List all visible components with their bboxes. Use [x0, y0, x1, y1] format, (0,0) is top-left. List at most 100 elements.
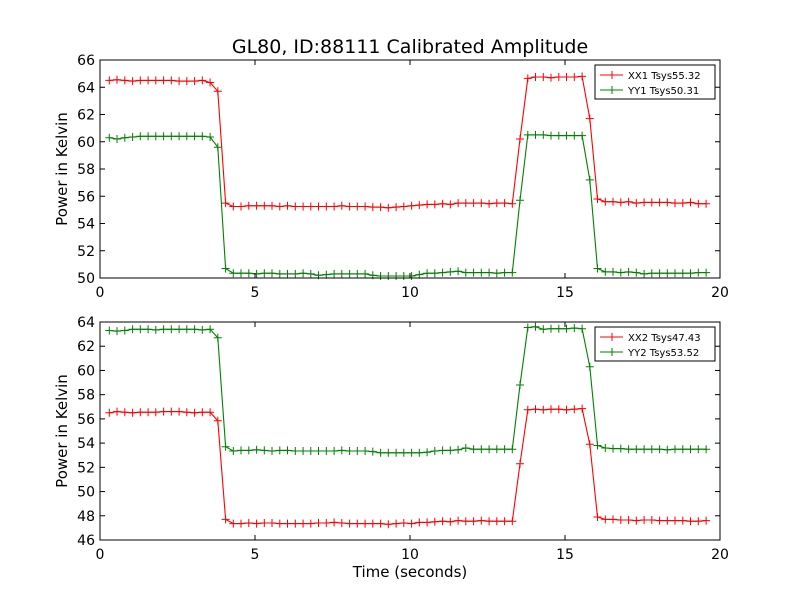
- top-series-2-point: [477, 268, 486, 277]
- bottom-series-2-point: [283, 446, 292, 455]
- top-legend-swatch-marker: [608, 86, 616, 94]
- top-series-2-point: [485, 268, 494, 277]
- bottom-series-1-point: [508, 517, 517, 526]
- bottom-series-2-point: [609, 444, 617, 453]
- top-series-2-point: [640, 269, 649, 278]
- bottom-series-2-point: [120, 326, 129, 335]
- top-series-1: [105, 72, 711, 212]
- top-series-1-point: [430, 200, 439, 209]
- bottom-series-1-point: [399, 519, 408, 527]
- bottom-series-2-point: [446, 446, 455, 455]
- top-series-2-point: [151, 132, 160, 141]
- bottom-series-2-point: [539, 325, 548, 334]
- top-series-1-point: [144, 76, 153, 85]
- top-series-2-point: [206, 133, 215, 141]
- bottom-series-2-point: [182, 325, 191, 334]
- top-series-2-point: [616, 268, 625, 277]
- bottom-series-1-point: [252, 519, 261, 528]
- bottom-series-2-point: [268, 447, 276, 455]
- top-series-2-point: [492, 269, 501, 278]
- top-series-2-point: [159, 132, 168, 141]
- top-y-tick-label: 50: [77, 271, 95, 287]
- top-legend-swatch-marker: [608, 71, 616, 79]
- bottom-series-1-line: [109, 408, 707, 525]
- top-series-1-point: [221, 199, 230, 208]
- top-series-2-point: [461, 268, 470, 277]
- bottom-series-2-point: [260, 446, 269, 455]
- bottom-series-2-point: [492, 445, 501, 454]
- top-series-2-point: [399, 272, 408, 280]
- top-series-1-point: [562, 73, 571, 81]
- bottom-series-2-point: [632, 445, 641, 454]
- bottom-series-2-point: [516, 381, 524, 389]
- top-series-2-point: [198, 132, 207, 141]
- bottom-series-2-point: [485, 445, 494, 454]
- bottom-series-2-point: [144, 325, 153, 334]
- bottom-series-2-point: [206, 325, 215, 334]
- bottom-series-2-point: [531, 322, 540, 331]
- top-series-1-point: [252, 201, 261, 210]
- top-series-2-point: [500, 268, 509, 277]
- top-series-1-point: [407, 201, 416, 210]
- top-series-2-point: [221, 264, 230, 273]
- bottom-series-1-point: [702, 516, 711, 525]
- bottom-series-2-point: [508, 445, 517, 454]
- top-series-2-point: [647, 269, 656, 278]
- top-series-2-point: [578, 131, 587, 140]
- bottom-series-1-point: [578, 404, 587, 413]
- bottom-series-1-point: [423, 518, 432, 527]
- top-series-1-point: [671, 199, 679, 208]
- top-series-1-point: [206, 78, 215, 87]
- bottom-series-1-point: [206, 408, 215, 417]
- bottom-series-2-point: [252, 445, 261, 454]
- top-series-2-point: [632, 268, 641, 277]
- top-series-1-point: [578, 72, 587, 81]
- top-series-1-point: [337, 201, 346, 210]
- top-series-1-point: [461, 199, 470, 208]
- top-series-2-point: [601, 267, 610, 276]
- bottom-series-2-point: [562, 324, 571, 333]
- bottom-series-2-point: [694, 445, 703, 454]
- top-series-1-point: [322, 202, 331, 211]
- bottom-series-2-point: [175, 325, 184, 334]
- top-legend-entry-1: XX1 Tsys55.32: [628, 71, 701, 82]
- top-series-1-point: [601, 197, 610, 206]
- bottom-series-1-point: [663, 516, 672, 525]
- top-series-2-point: [554, 131, 563, 140]
- top-series-2-point: [322, 270, 331, 279]
- bottom-series-1-point: [221, 515, 230, 524]
- bottom-series-2-point: [523, 323, 532, 332]
- bottom-series-2-point: [128, 325, 137, 334]
- top-x-tick-label: 20: [711, 285, 729, 301]
- bottom-series-2-point: [198, 325, 207, 334]
- bottom-series-1-point: [570, 405, 579, 414]
- top-chart-panel: 0 5 10 15 20 50 52 54 56 58 60 62 64 66 Power in Kelvi…: [53, 53, 729, 301]
- top-series-2-point: [523, 130, 532, 139]
- figure-title: GL80, ID:88111 Calibrated Amplitude: [232, 36, 588, 58]
- top-series-1-point: [198, 76, 207, 85]
- bottom-series-1-point: [593, 513, 602, 521]
- top-series-2-point: [283, 269, 292, 278]
- top-series-2-point: [237, 269, 245, 278]
- top-series-1-point: [609, 197, 617, 206]
- bottom-series-1-point: [655, 516, 664, 525]
- top-series-1-point: [570, 73, 579, 81]
- bottom-y-tick-label: 52: [77, 460, 95, 476]
- bottom-series-1-point: [213, 416, 222, 425]
- bottom-legend-entry-2: YY2 Tsys53.52: [627, 348, 699, 359]
- top-series-1-point: [260, 201, 269, 210]
- bottom-series-1-point: [337, 519, 346, 527]
- bottom-series-1-point: [624, 516, 633, 524]
- top-series-1-point: [182, 77, 191, 86]
- top-series-2-point: [337, 269, 346, 278]
- bottom-series-2-point: [461, 444, 470, 452]
- bottom-series-1-point: [562, 405, 571, 414]
- bottom-series-1-point: [322, 519, 331, 527]
- bottom-series-2-point: [438, 446, 447, 455]
- bottom-series-1-point: [686, 517, 695, 526]
- bottom-series-2-point: [376, 448, 385, 457]
- bottom-legend-swatch-marker: [608, 348, 616, 356]
- top-series-1-point: [477, 199, 486, 208]
- bottom-series-2: [105, 322, 711, 457]
- bottom-y-tick-label: 54: [77, 436, 95, 452]
